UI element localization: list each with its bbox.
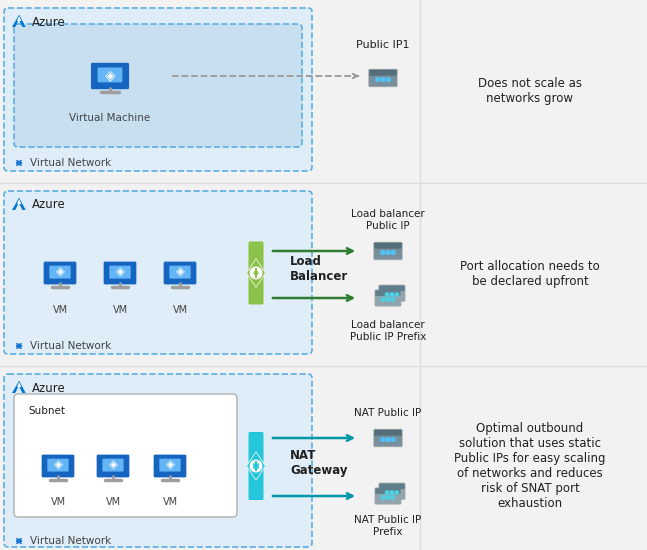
Circle shape xyxy=(395,491,399,494)
Circle shape xyxy=(386,298,389,301)
Text: NAT
Gateway: NAT Gateway xyxy=(290,449,347,477)
FancyBboxPatch shape xyxy=(49,266,71,278)
Text: Optimal outbound
solution that uses static
Public IPs for easy scaling
of networ: Optimal outbound solution that uses stat… xyxy=(454,422,606,510)
FancyBboxPatch shape xyxy=(102,459,124,471)
FancyBboxPatch shape xyxy=(170,266,191,278)
FancyBboxPatch shape xyxy=(14,24,302,147)
FancyBboxPatch shape xyxy=(379,483,405,499)
Text: ◈: ◈ xyxy=(116,266,124,278)
Text: ◈: ◈ xyxy=(54,459,63,471)
Text: Load
Balancer: Load Balancer xyxy=(290,255,348,283)
Circle shape xyxy=(395,293,399,296)
FancyBboxPatch shape xyxy=(369,70,397,76)
FancyBboxPatch shape xyxy=(4,374,312,547)
FancyBboxPatch shape xyxy=(379,483,404,489)
Text: Virtual Network: Virtual Network xyxy=(30,536,111,546)
Text: VM: VM xyxy=(162,497,177,507)
Text: Virtual Network: Virtual Network xyxy=(30,158,111,168)
Text: Load balancer
Public IP: Load balancer Public IP xyxy=(351,209,425,231)
Circle shape xyxy=(386,491,389,494)
FancyBboxPatch shape xyxy=(375,243,402,249)
FancyBboxPatch shape xyxy=(375,290,400,296)
Circle shape xyxy=(391,496,395,499)
Polygon shape xyxy=(17,16,21,21)
Circle shape xyxy=(386,496,389,499)
Text: NAT Public IP
Prefix: NAT Public IP Prefix xyxy=(355,515,422,537)
Circle shape xyxy=(391,251,395,255)
Circle shape xyxy=(381,438,384,442)
FancyBboxPatch shape xyxy=(91,63,129,89)
Polygon shape xyxy=(12,197,26,210)
Text: ◈: ◈ xyxy=(166,459,175,471)
Circle shape xyxy=(381,298,385,301)
Text: NAT Public IP: NAT Public IP xyxy=(355,408,422,418)
Circle shape xyxy=(386,251,390,255)
Circle shape xyxy=(391,298,395,301)
Text: Subnet: Subnet xyxy=(28,406,65,416)
Text: Virtual Machine: Virtual Machine xyxy=(69,113,151,123)
Text: Load balancer
Public IP Prefix: Load balancer Public IP Prefix xyxy=(350,320,426,342)
FancyBboxPatch shape xyxy=(4,8,312,171)
Text: VM: VM xyxy=(105,497,120,507)
Polygon shape xyxy=(17,382,21,387)
Text: ◈: ◈ xyxy=(109,459,118,471)
Circle shape xyxy=(391,438,395,442)
Circle shape xyxy=(381,251,384,255)
Text: VM: VM xyxy=(173,305,188,315)
FancyBboxPatch shape xyxy=(374,242,402,260)
Circle shape xyxy=(376,78,380,81)
Text: Azure: Azure xyxy=(32,15,66,29)
Text: Public IP1: Public IP1 xyxy=(356,40,410,50)
Polygon shape xyxy=(12,381,26,393)
FancyBboxPatch shape xyxy=(104,262,137,284)
FancyBboxPatch shape xyxy=(375,430,402,436)
Circle shape xyxy=(390,491,394,494)
FancyBboxPatch shape xyxy=(4,191,312,354)
Text: ◈: ◈ xyxy=(105,68,115,82)
FancyBboxPatch shape xyxy=(47,459,69,471)
FancyBboxPatch shape xyxy=(153,455,186,477)
FancyBboxPatch shape xyxy=(369,69,397,87)
Text: VM: VM xyxy=(50,497,65,507)
Circle shape xyxy=(254,271,258,275)
Circle shape xyxy=(250,460,262,472)
Circle shape xyxy=(386,293,389,296)
FancyBboxPatch shape xyxy=(374,429,402,447)
FancyBboxPatch shape xyxy=(379,285,405,301)
FancyBboxPatch shape xyxy=(375,488,401,504)
Circle shape xyxy=(254,464,258,468)
Text: ◈: ◈ xyxy=(175,266,184,278)
Text: VM: VM xyxy=(52,305,67,315)
Polygon shape xyxy=(247,258,265,288)
Text: Virtual Network: Virtual Network xyxy=(30,341,111,351)
Polygon shape xyxy=(12,15,26,27)
FancyBboxPatch shape xyxy=(98,68,122,82)
Circle shape xyxy=(381,78,385,81)
FancyBboxPatch shape xyxy=(248,241,263,305)
FancyBboxPatch shape xyxy=(96,455,129,477)
Circle shape xyxy=(250,267,262,279)
Text: Azure: Azure xyxy=(32,199,66,212)
Text: Port allocation needs to
be declared upfront: Port allocation needs to be declared upf… xyxy=(460,260,600,288)
Text: Does not scale as
networks grow: Does not scale as networks grow xyxy=(478,77,582,105)
FancyBboxPatch shape xyxy=(164,262,196,284)
Circle shape xyxy=(386,78,390,81)
Text: Azure: Azure xyxy=(32,382,66,394)
Polygon shape xyxy=(247,452,265,480)
FancyBboxPatch shape xyxy=(43,262,76,284)
Polygon shape xyxy=(17,199,21,204)
Circle shape xyxy=(381,496,385,499)
FancyBboxPatch shape xyxy=(41,455,74,477)
Text: VM: VM xyxy=(113,305,127,315)
FancyBboxPatch shape xyxy=(159,459,181,471)
FancyBboxPatch shape xyxy=(379,285,404,291)
FancyBboxPatch shape xyxy=(109,266,131,278)
FancyBboxPatch shape xyxy=(14,394,237,517)
Circle shape xyxy=(386,438,390,442)
FancyBboxPatch shape xyxy=(375,290,401,306)
FancyBboxPatch shape xyxy=(375,488,400,494)
FancyBboxPatch shape xyxy=(248,432,263,500)
Text: ◈: ◈ xyxy=(56,266,65,278)
Circle shape xyxy=(390,293,394,296)
